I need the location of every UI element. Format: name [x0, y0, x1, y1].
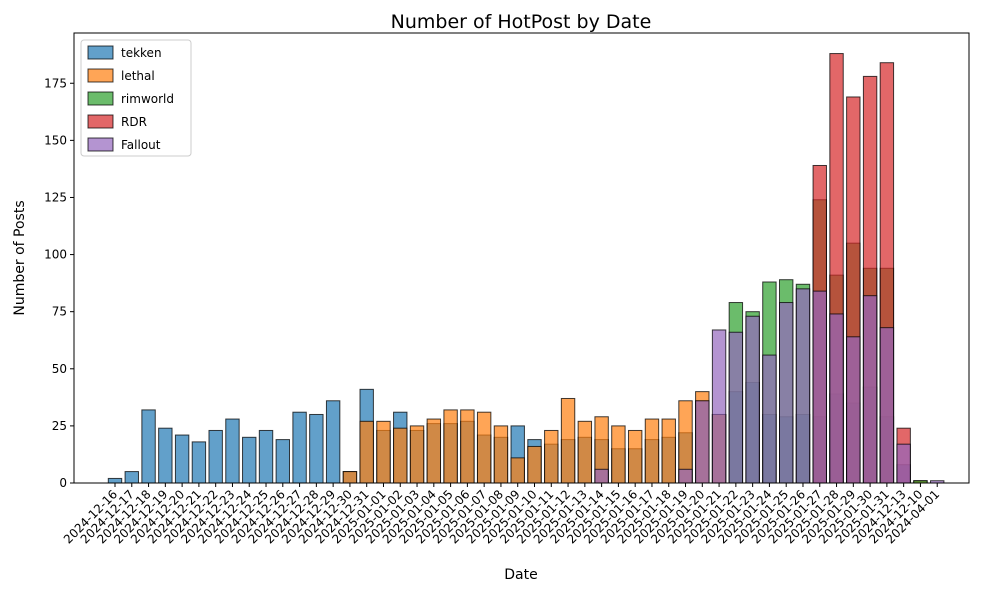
bar-lethal-2025-01-07	[476, 411, 492, 484]
y-tick-label: 50	[52, 362, 67, 376]
bar-lethal-2024-12-30	[342, 471, 358, 484]
y-tick-label: 125	[44, 190, 67, 204]
bar-tekken-2024-12-20	[174, 434, 190, 484]
bar-tekken-2024-12-24	[242, 436, 257, 484]
bar-tekken-2024-12-23	[225, 418, 240, 484]
bar-lethal-2025-01-13	[577, 420, 593, 484]
bar-lethal-2025-01-16	[627, 429, 643, 484]
bar-fallout-2025-01-20	[695, 400, 710, 484]
bar-lethal-2025-01-10	[527, 445, 542, 484]
bar-lethal-2025-01-03	[409, 425, 425, 484]
bar-fallout-2025-01-24	[762, 354, 777, 484]
y-tick-label: 150	[44, 133, 67, 147]
plot-frame	[73, 32, 970, 484]
bar-lethal-2024-12-31	[359, 420, 374, 484]
bar-lethal-2025-01-04	[426, 418, 442, 484]
bar-lethal-2025-01-02	[393, 427, 408, 484]
bar-tekken-2024-12-18	[141, 409, 156, 484]
bar-lethal-2025-01-06	[460, 409, 475, 484]
bar-lethal-2025-01-08	[493, 425, 509, 484]
bar-fallout-2025-01-29	[846, 336, 861, 484]
bar-fallout-2025-01-19	[678, 468, 693, 484]
bar-tekken-2024-12-17	[124, 471, 139, 484]
y-axis: 0 25 50 75 100 125 150 175	[44, 76, 74, 490]
x-axis: 2024-12-162024-12-172024-12-182024-12-19…	[61, 483, 942, 546]
legend-label-rimworld: rimworld	[121, 92, 174, 106]
bar-fallout-2025-01-30	[862, 295, 878, 484]
chart-title: Number of HotPost by Date	[391, 11, 652, 33]
bar-fallout-2025-01-14	[594, 468, 609, 484]
bar-fallout-2025-01-25	[779, 302, 794, 484]
y-tick-label: 100	[44, 248, 67, 262]
bar-lethal-2025-01-15	[611, 425, 626, 484]
legend-swatch-lethal	[87, 68, 114, 83]
bar-fallout-2025-01-31	[879, 327, 895, 484]
bars-layer	[107, 53, 945, 484]
bar-lethal-2025-01-09	[510, 457, 525, 484]
y-tick-label: 0	[59, 476, 67, 490]
bar-fallout-2025-01-26	[795, 288, 811, 484]
legend-label-tekken: tekken	[121, 46, 162, 60]
y-tick-label: 175	[44, 76, 67, 90]
bar-tekken-2024-12-27	[292, 411, 307, 484]
bar-tekken-2024-12-26	[275, 439, 291, 484]
bar-tekken-2024-12-16	[107, 477, 123, 484]
bar-lethal-2025-01-11	[544, 429, 559, 484]
y-axis-label: Number of Posts	[12, 200, 28, 315]
x-axis-label: Date	[504, 567, 537, 583]
series-rdr	[812, 53, 911, 484]
bar-tekken-2024-12-29	[325, 400, 341, 484]
legend-swatch-rimworld	[87, 91, 114, 106]
bar-lethal-2025-01-12	[560, 397, 576, 484]
legend-swatch-fallout	[87, 137, 114, 152]
legend-label-lethal: lethal	[121, 69, 155, 83]
bar-lethal-2025-01-05	[443, 409, 458, 484]
bar-lethal-2025-01-01	[376, 420, 391, 484]
bar-lethal-2025-01-18	[661, 418, 676, 484]
y-tick-label: 25	[52, 419, 67, 433]
bar-tekken-2024-12-25	[258, 429, 274, 484]
bar-fallout-2025-01-28	[829, 313, 844, 484]
legend-label-fallout: Fallout	[121, 138, 161, 152]
bar-fallout-2025-01-23	[745, 315, 760, 484]
bar-fallout-2025-01-27	[812, 290, 827, 484]
bar-tekken-2024-12-21	[191, 441, 207, 484]
legend-swatch-rdr	[87, 114, 114, 129]
bar-tekken-2024-12-28	[309, 413, 324, 484]
legend-label-rdr: RDR	[121, 115, 147, 129]
bar-fallout-2025-01-22	[728, 331, 744, 484]
bar-tekken-2024-12-19	[158, 427, 173, 484]
bar-fallout-2024-12-13	[896, 443, 911, 484]
y-tick-label: 75	[52, 305, 67, 319]
bar-lethal-2025-01-17	[644, 418, 660, 484]
bar-tekken-2024-12-22	[208, 429, 223, 484]
legend: tekken lethal rimworld RDR Fallout	[80, 39, 192, 157]
legend-swatch-tekken	[87, 45, 114, 60]
bar-fallout-2025-01-21	[711, 329, 727, 484]
